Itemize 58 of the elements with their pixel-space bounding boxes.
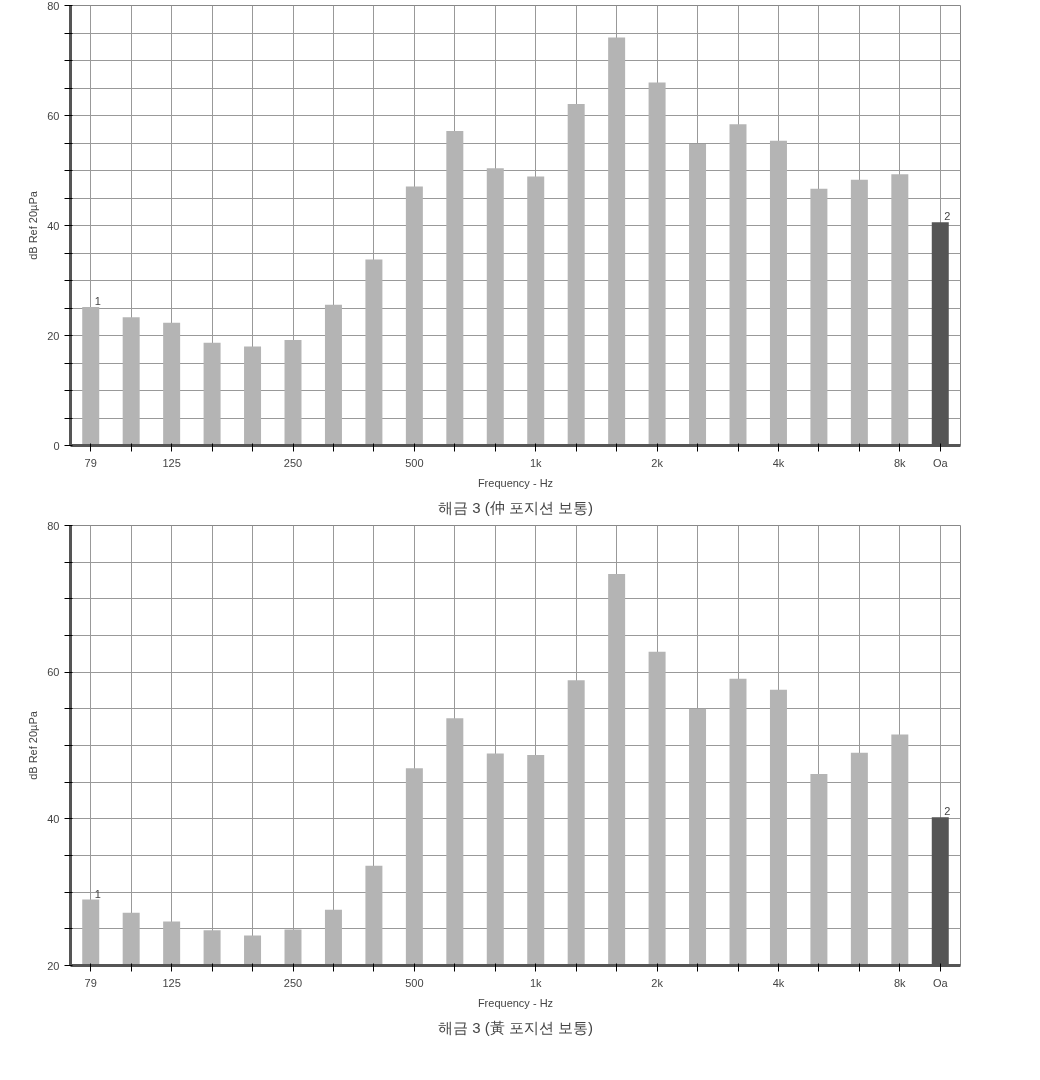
annotation: 2 xyxy=(944,210,951,223)
bar xyxy=(405,186,423,446)
y-tick-label: 0 xyxy=(53,439,60,452)
y-axis-title: dB Ref 20µPa xyxy=(27,190,40,260)
bar xyxy=(891,174,909,446)
bar xyxy=(203,342,221,446)
bar xyxy=(244,346,262,446)
x-tick-label: 8k xyxy=(894,976,907,989)
y-tick-label: 20 xyxy=(47,329,60,342)
bar xyxy=(850,179,868,446)
x-tick-label: 2k xyxy=(651,456,664,469)
x-tick-label: 500 xyxy=(405,976,424,989)
annotation: 1 xyxy=(94,887,101,900)
x-tick-label: 500 xyxy=(405,456,424,469)
annotation: 1 xyxy=(94,294,101,307)
bar xyxy=(82,306,100,446)
x-tick-label: 8k xyxy=(894,456,907,469)
bar xyxy=(365,259,383,446)
text: 해금 3 (仲 포지션 보통) xyxy=(438,498,594,516)
y-tick-label: 60 xyxy=(47,666,60,679)
x-tick-label: 125 xyxy=(162,456,181,469)
y-tick-label: 80 xyxy=(47,0,60,12)
x-tick-label: 1k xyxy=(529,976,543,989)
bar xyxy=(446,130,464,446)
x-tick-label: 1k xyxy=(529,456,543,469)
bar xyxy=(648,82,666,446)
y-tick-label: 20 xyxy=(47,959,60,972)
x-tick-label: 2k xyxy=(651,976,664,989)
x-tick-label: 250 xyxy=(283,976,303,989)
x-tick-label: 4k xyxy=(772,456,785,469)
bar xyxy=(769,140,787,446)
bar xyxy=(608,37,626,446)
bar xyxy=(527,176,545,446)
bar xyxy=(810,188,828,446)
bar xyxy=(122,317,140,446)
bar xyxy=(486,168,504,446)
x-tick-label: 4k xyxy=(772,976,785,989)
text: 해금 3 (黃 포지션 보통) xyxy=(438,1018,594,1036)
x-tick-label: 250 xyxy=(283,456,303,469)
x-axis-title: Frequency - Hz xyxy=(477,996,554,1009)
x-tick-label: Oa xyxy=(932,976,949,989)
y-tick-label: 60 xyxy=(47,109,60,122)
bar xyxy=(729,124,747,446)
y-axis-title: dB Ref 20µPa xyxy=(27,710,40,780)
bar xyxy=(567,103,585,446)
x-axis-title: Frequency - Hz xyxy=(477,476,554,489)
bar xyxy=(284,339,302,446)
y-tick-label: 40 xyxy=(47,812,60,825)
x-tick-label: 79 xyxy=(84,976,97,989)
annotation: 2 xyxy=(944,805,951,818)
y-tick-label: 40 xyxy=(47,219,60,232)
bar xyxy=(689,144,707,446)
x-tick-label: Oa xyxy=(932,456,949,469)
bar xyxy=(163,322,181,446)
x-tick-label: 79 xyxy=(84,456,97,469)
x-tick-label: 125 xyxy=(162,976,181,989)
bar xyxy=(324,304,342,446)
y-tick-label: 80 xyxy=(47,519,60,532)
